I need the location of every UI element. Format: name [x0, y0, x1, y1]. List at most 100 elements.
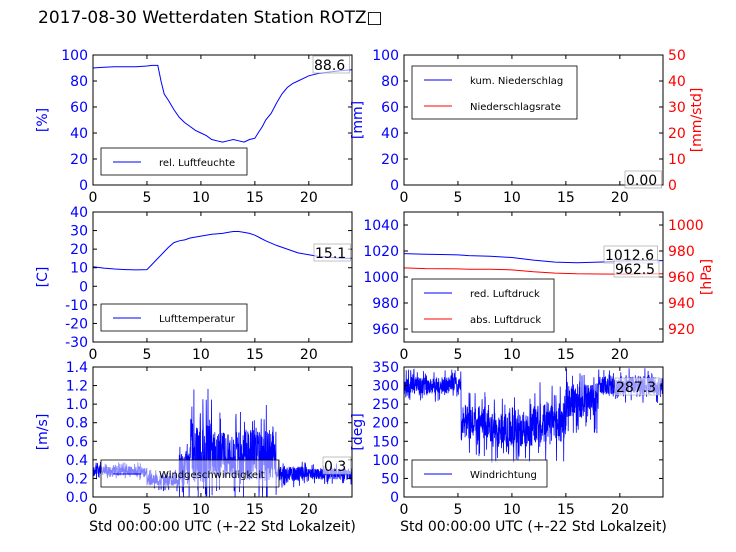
pressure-xtick-label: 10 [503, 347, 521, 363]
precipitation-legend-label: Niederschlagsrate [470, 102, 561, 113]
windspeed-value-label: 0.3 [324, 459, 346, 475]
chart-windspeed: 0 5 10 15 20 0.0 0.2 0.4 0.6 0.8 1.0 1.2 1.4 [m/s] Std… [35, 360, 356, 535]
humidity-xtick-label: 20 [300, 190, 318, 206]
temperature-ytick-label: 10 [70, 261, 88, 277]
winddirection-ytick-label: 0 [390, 490, 399, 506]
humidity-xtick-label: 5 [142, 190, 151, 206]
humidity-legend: rel. Luftfeuchte [100, 147, 248, 176]
pressure-ytick-r-label: 980 [668, 244, 695, 260]
precipitation-ytick-label: 80 [381, 74, 399, 90]
humidity-legend-label: rel. Luftfeuchte [159, 158, 235, 169]
pressure-ytick-label: 1020 [363, 244, 399, 260]
windspeed-xtick-label: 10 [192, 502, 210, 518]
winddirection-ytick-label: 150 [372, 434, 399, 450]
precipitation-ytick-label: 0 [390, 178, 399, 194]
windspeed-xtick-label: 0 [89, 502, 98, 518]
temperature-xtick-label: 15 [246, 347, 264, 363]
pressure-ytick-r-label: 960 [668, 270, 695, 286]
winddirection-xtick-label: 10 [503, 502, 521, 518]
chart-temperature: 0 5 10 15 20 -30 -20 -10 0 10 20 30 40 [C] Lufttempera… [35, 205, 353, 363]
temperature-xtick-label: 10 [192, 347, 210, 363]
windspeed-xtick-label: 20 [300, 502, 318, 518]
pressure-xtick-label: 5 [453, 347, 462, 363]
temperature-ytick-label: 20 [70, 242, 88, 258]
precipitation-legend-label: kum. Niederschlag [470, 76, 563, 87]
winddirection-xtick-label: 0 [400, 502, 409, 518]
humidity-ytick-label: 100 [61, 48, 88, 64]
precipitation-ylabel: [mm] [350, 101, 366, 139]
humidity-plot-area [93, 64, 352, 143]
precipitation-xtick-label: 0 [400, 190, 409, 206]
humidity-xtick-label: 10 [192, 190, 210, 206]
precipitation-ytick-label: 60 [381, 100, 399, 116]
pressure-legend-label: abs. Luftdruck [470, 315, 541, 326]
precipitation-legend-frame [411, 65, 578, 120]
windspeed-ytick-label: 0.8 [66, 416, 88, 432]
precipitation-ytick-r-label: 50 [668, 48, 686, 64]
temperature-value-box [313, 243, 351, 262]
temperature-legend-label: Lufttemperatur [159, 314, 236, 325]
winddirection-ytick-label: 250 [372, 397, 399, 413]
temperature-series-0 [93, 231, 352, 271]
humidity-ytick-label: 0 [79, 178, 88, 194]
chart-pressure: 0 5 10 15 20 960 980 1000 1020 1040 920 940 960 980 10… [363, 211, 715, 363]
humidity-ytick-label: 80 [70, 74, 88, 90]
winddirection-xlabel: Std 00:00:00 UTC (+-22 Std Lokalzeit) [400, 519, 667, 535]
windspeed-frame [92, 366, 353, 498]
windspeed-ylabel: [m/s] [35, 414, 51, 451]
windspeed-xtick-label: 5 [142, 502, 151, 518]
temperature-frame [92, 211, 353, 343]
pressure-ytick-r-label: 940 [668, 296, 695, 312]
humidity-xtick-label: 0 [89, 190, 98, 206]
pressure-legend: red. Luftdruck abs. Luftdruck [411, 278, 555, 333]
humidity-value-box [312, 55, 350, 74]
winddirection-legend: Windrichtung [411, 459, 548, 488]
precipitation-ytick-label: 40 [381, 126, 399, 142]
winddirection-legend-label: Windrichtung [470, 470, 537, 481]
precipitation-value-label: 0.00 [626, 173, 657, 189]
windspeed-ytick-label: 0.6 [66, 434, 88, 450]
winddirection-value-label: 287.3 [616, 380, 656, 396]
windspeed-ytick-label: 1.2 [66, 379, 88, 395]
winddirection-xtick-label: 20 [611, 502, 629, 518]
winddirection-xtick-label: 5 [453, 502, 462, 518]
pressure-ytick-label: 1000 [363, 270, 399, 286]
humidity-frame [92, 54, 353, 186]
winddirection-ylabel: [deg] [350, 413, 366, 450]
temperature-ytick-label: -30 [65, 335, 88, 351]
temperature-xtick-label: 20 [300, 347, 318, 363]
windspeed-ytick-label: 0.4 [66, 453, 88, 469]
precipitation-ytick-r-label: 30 [668, 100, 686, 116]
winddirection-ytick-label: 350 [372, 360, 399, 376]
precipitation-ytick-r-label: 20 [668, 126, 686, 142]
humidity-value-label: 88.6 [314, 58, 345, 74]
pressure-ytick-r-label: 920 [668, 322, 695, 338]
pressure-ytick-r-label: 1000 [668, 218, 704, 234]
temperature-legend: Lufttemperatur [100, 303, 248, 332]
windspeed-legend-label: Windgeschwindigkeit [159, 470, 265, 481]
temperature-value-label: 15.1 [315, 246, 346, 262]
humidity-ytick-label: 40 [70, 126, 88, 142]
winddirection-ytick-label: 100 [372, 453, 399, 469]
pressure-xtick-label: 20 [611, 347, 629, 363]
pressure-value-label: 962.5 [615, 262, 655, 278]
precipitation-xtick-label: 10 [503, 190, 521, 206]
humidity-ylabel: [%] [35, 108, 51, 132]
chart-humidity: 0 5 10 15 20 0 20 40 60 80 100 [%] rel. Luftfeuchte 8… [35, 48, 353, 206]
windspeed-xlabel: Std 00:00:00 UTC (+-22 Std Lokalzeit) [89, 519, 356, 535]
precipitation-frame [403, 54, 664, 186]
pressure-ytick-label: 980 [372, 296, 399, 312]
temperature-ytick-label: 0 [79, 279, 88, 295]
humidity-xtick-label: 15 [246, 190, 264, 206]
pressure-ylabel-right: [hPa] [699, 259, 715, 295]
humidity-series-0 [93, 64, 352, 143]
precipitation-xtick-label: 5 [453, 190, 462, 206]
precipitation-ytick-r-label: 40 [668, 74, 686, 90]
humidity-ytick-label: 60 [70, 100, 88, 116]
precipitation-xtick-label: 15 [557, 190, 575, 206]
winddirection-xtick-label: 15 [557, 502, 575, 518]
precipitation-value-box [624, 170, 662, 189]
temperature-ytick-label: -20 [65, 316, 88, 332]
